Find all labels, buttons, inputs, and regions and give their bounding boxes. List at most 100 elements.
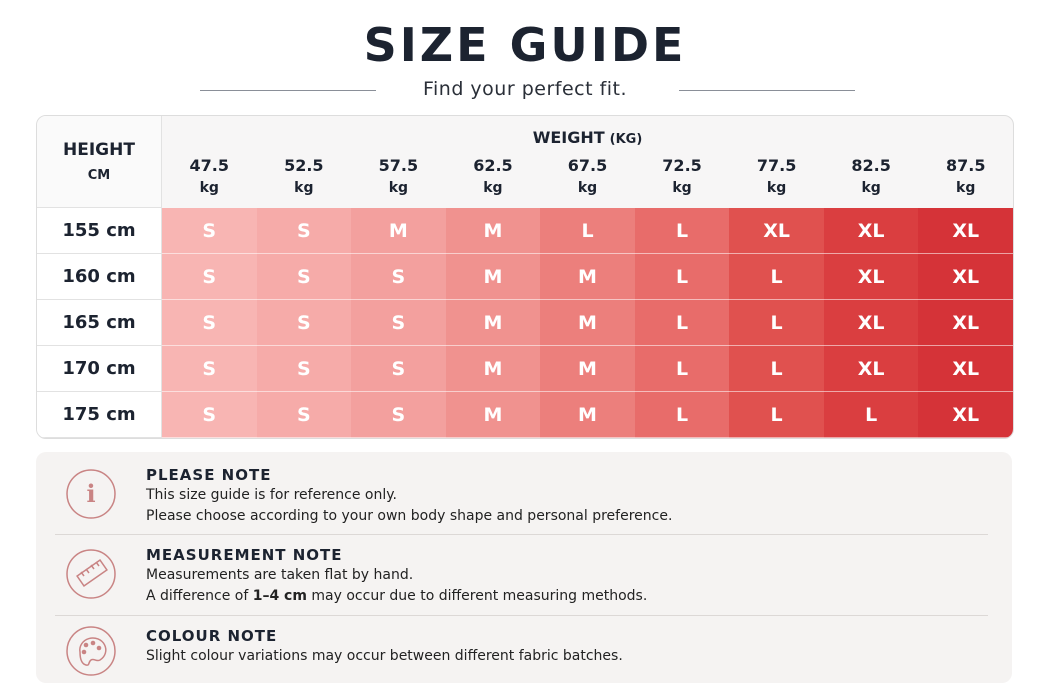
row-height: 170 cm	[37, 346, 162, 392]
column-unit: kg	[766, 180, 787, 196]
column-weight: 82.5	[851, 156, 891, 175]
note-line: Measurements are taken flat by hand.	[146, 567, 413, 583]
subtitle: Find your perfect fit.	[422, 78, 628, 100]
row-height: 165 cm	[37, 300, 162, 346]
column-unit: kg	[294, 180, 314, 196]
column-weight: 62.5	[473, 156, 513, 175]
column-unit: kg	[672, 180, 692, 196]
size-cell: S	[256, 392, 353, 438]
rule	[200, 90, 376, 91]
size-cell: S	[162, 208, 258, 254]
size-cell: L	[729, 254, 825, 300]
size-cell: S	[162, 300, 258, 346]
notes: i PLEASE NOTE This size guide is for refe…	[36, 452, 1012, 683]
size-table: HEIGHT CM WEIGHT (KG) 47.5 kg 52.5 kg 57.5 kg 62.5…	[36, 115, 1014, 439]
size-cell: M	[540, 254, 636, 300]
note-text: Please choose according to your own body…	[146, 508, 673, 524]
size-cell: XL	[918, 254, 1013, 300]
size-cell: L	[634, 300, 731, 346]
column-header: 57.5 kg	[351, 152, 446, 202]
size-cell: S	[351, 346, 447, 392]
note-line: This size guide is for reference only.	[146, 487, 397, 503]
note-text: 1–4 cm	[252, 588, 307, 604]
column-header: 52.5 kg	[257, 152, 352, 202]
size-cell: S	[351, 254, 447, 300]
size-cell: S	[256, 254, 353, 300]
note-text: may occur due to different measuring met…	[306, 588, 648, 604]
size-cell: L	[540, 208, 636, 254]
column-weight: 72.5	[662, 156, 702, 175]
size-cell: XL	[729, 208, 825, 254]
note-title: COLOUR NOTE	[146, 627, 278, 645]
size-cell: XL	[918, 300, 1013, 346]
size-cell: XL	[918, 346, 1013, 392]
size-cell: S	[351, 300, 447, 346]
column-weight: 57.5	[378, 156, 419, 175]
size-cell: M	[445, 392, 542, 438]
note-line: A difference of 1–4 cm may occur due to …	[146, 588, 647, 604]
divider	[55, 534, 988, 535]
svg-text:i: i	[86, 479, 95, 508]
row-header: HEIGHT CM	[37, 116, 162, 208]
title: SIZE GUIDE	[363, 18, 687, 72]
column-group-label: WEIGHT	[532, 128, 605, 147]
note-text: Slight colour variations may occur betwe…	[146, 648, 623, 664]
row-header-unit: CM	[87, 168, 111, 183]
size-cell: XL	[918, 208, 1013, 254]
size-cell: L	[729, 392, 825, 438]
size-cell: XL	[823, 346, 920, 392]
size-cell: M	[351, 208, 447, 254]
size-cell: M	[540, 392, 636, 438]
size-cell: L	[634, 392, 731, 438]
size-cell: L	[634, 346, 731, 392]
column-weight: 67.5	[567, 156, 608, 175]
row-height: 160 cm	[37, 254, 162, 300]
size-cell: XL	[918, 392, 1013, 438]
note-line: Slight colour variations may occur betwe…	[146, 648, 623, 664]
column-weight: 87.5	[945, 156, 986, 175]
column-unit: kg	[483, 180, 503, 196]
note-text: This size guide is for reference only.	[146, 487, 397, 503]
row-height: 175 cm	[37, 392, 162, 438]
row-height: 155 cm	[37, 208, 162, 254]
column-header: 67.5 kg	[540, 152, 635, 202]
size-cell: L	[729, 300, 825, 346]
column-unit: kg	[861, 180, 881, 196]
row-header-label: HEIGHT	[63, 140, 135, 160]
column-header: 82.5 kg	[824, 152, 919, 202]
size-cell: S	[162, 392, 258, 438]
note-line: Please choose according to your own body…	[146, 508, 672, 524]
size-cell: L	[823, 392, 920, 438]
size-cell: S	[162, 254, 258, 300]
size-cell: XL	[823, 208, 920, 254]
size-cell: M	[445, 300, 542, 346]
size-cell: S	[256, 208, 353, 254]
note-title: MEASUREMENT NOTE	[146, 546, 343, 564]
size-cell: XL	[823, 254, 920, 300]
size-cell: M	[540, 300, 636, 346]
note-title: PLEASE NOTE	[146, 466, 272, 484]
divider	[55, 615, 988, 616]
size-cell: S	[351, 392, 447, 438]
column-unit: kg	[199, 180, 219, 196]
column-unit: kg	[956, 180, 976, 196]
column-weight: 47.5	[189, 156, 230, 175]
column-header: 62.5 kg	[446, 152, 541, 202]
size-cell: M	[540, 346, 636, 392]
rule	[679, 90, 855, 91]
icons: i	[66, 469, 116, 676]
size-cell: L	[634, 208, 731, 254]
size-cell: L	[729, 346, 825, 392]
column-header: 77.5 kg	[729, 152, 824, 202]
size-cell: M	[445, 346, 542, 392]
note-text: Measurements are taken flat by hand.	[146, 567, 414, 583]
size-cell: XL	[823, 300, 920, 346]
column-weight: 52.5	[284, 156, 324, 175]
column-header: 72.5 kg	[635, 152, 730, 202]
size-cell: S	[256, 346, 353, 392]
size-cell: S	[162, 346, 258, 392]
column-unit: kg	[388, 180, 409, 196]
size-cell: M	[445, 208, 542, 254]
column-unit: kg	[577, 180, 598, 196]
